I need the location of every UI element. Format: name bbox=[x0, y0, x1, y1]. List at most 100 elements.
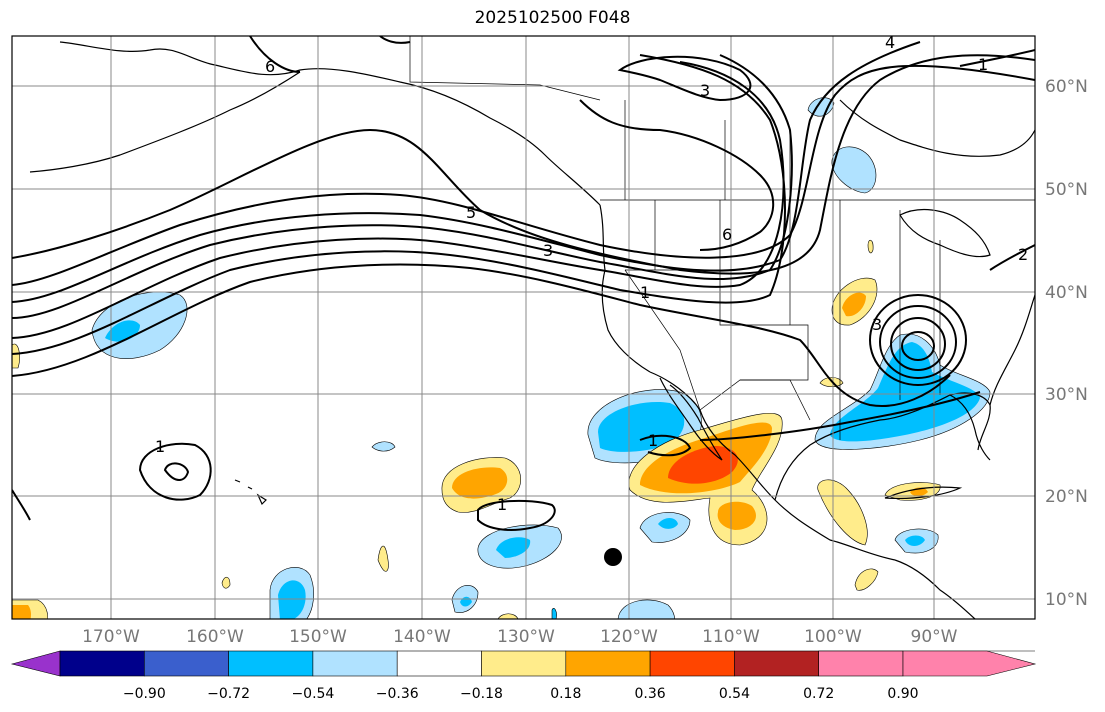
contour-line bbox=[579, 99, 775, 251]
positive-anomaly-mid bbox=[842, 292, 866, 317]
negative-anomaly-core bbox=[905, 535, 925, 546]
positive-anomaly-region bbox=[377, 545, 389, 572]
contour-line bbox=[890, 317, 946, 371]
map-frame bbox=[11, 35, 1036, 620]
longitude-axis: 170°W 160°W 150°W 140°W 130°W 120°W 110°… bbox=[82, 627, 958, 647]
contour-label: 3 bbox=[872, 315, 882, 334]
contour-label: 5 bbox=[466, 203, 476, 222]
canada-north bbox=[839, 99, 1035, 157]
colorbar-tick-label: −0.18 bbox=[460, 686, 503, 702]
colorbar-tick-label: −0.90 bbox=[123, 686, 166, 702]
colorbar-extend-max bbox=[902, 650, 1037, 677]
longitude-label: 160°W bbox=[186, 627, 244, 647]
colorbar-tick-label: 0.18 bbox=[550, 686, 581, 702]
location-marker bbox=[604, 548, 622, 566]
colorbar bbox=[10, 650, 1035, 677]
colorbar-tick-label: −0.36 bbox=[376, 686, 419, 702]
contour-line bbox=[901, 331, 935, 361]
latitude-label: 20°N bbox=[1045, 487, 1088, 507]
negative-anomaly-core bbox=[658, 518, 678, 529]
contour-line bbox=[249, 36, 301, 73]
colorbar-segment bbox=[734, 650, 820, 677]
longitude-label: 90°W bbox=[911, 627, 958, 647]
latitude-label: 60°N bbox=[1045, 77, 1088, 97]
latitude-label: 40°N bbox=[1045, 283, 1088, 303]
contour-label: 3 bbox=[543, 241, 553, 260]
contour-line bbox=[12, 64, 1035, 286]
colorbar-segments-extra bbox=[818, 650, 1037, 677]
contour-lines bbox=[12, 36, 1035, 531]
colorbar-segment bbox=[649, 650, 735, 677]
negative-anomaly-region bbox=[551, 608, 557, 619]
colorbar-segment bbox=[59, 650, 145, 677]
colorbar-tick-label: 0.72 bbox=[803, 686, 834, 702]
contour-label: 1 bbox=[497, 495, 507, 514]
contour-label: 2 bbox=[1018, 245, 1028, 264]
negative-anomaly-core bbox=[496, 537, 531, 558]
alaska-canada-border bbox=[409, 36, 601, 101]
colorbar-tick-label: 0.54 bbox=[719, 686, 750, 702]
hawaii-islands bbox=[234, 479, 267, 506]
negative-anomaly-core bbox=[278, 580, 306, 619]
contour-line bbox=[989, 244, 1035, 271]
colorbar-segment bbox=[818, 650, 904, 677]
contour-line bbox=[869, 294, 967, 386]
colorbar-segment bbox=[396, 650, 482, 677]
colorbar-tick-label: −0.54 bbox=[291, 686, 334, 702]
positive-anomaly-region bbox=[854, 568, 879, 591]
contour-line bbox=[617, 55, 752, 102]
longitude-label: 110°W bbox=[702, 627, 760, 647]
longitude-label: 140°W bbox=[393, 627, 451, 647]
canada-province-border bbox=[624, 100, 791, 200]
contour-label: 6 bbox=[722, 225, 732, 244]
contour-line bbox=[477, 499, 556, 531]
negative-anomaly-core bbox=[598, 401, 685, 452]
positive-anomaly-region bbox=[221, 576, 231, 589]
contour-label: 4 bbox=[885, 33, 895, 52]
contour-label: 1 bbox=[648, 431, 658, 450]
contour-line bbox=[163, 462, 190, 481]
colorbar-extend-min bbox=[10, 650, 61, 677]
map-title: 2025102500 F048 bbox=[474, 8, 631, 28]
contour-label: 1 bbox=[640, 283, 650, 302]
contour-labels: 6 3 4 1 5 3 6 1 1 1 3 1 2 bbox=[155, 33, 1028, 514]
great-lakes bbox=[899, 209, 991, 258]
cuba bbox=[884, 486, 963, 500]
state-border bbox=[839, 200, 941, 440]
colorbar-ticks: −0.90 −0.72 −0.54 −0.36 −0.18 0.18 0.36 … bbox=[123, 686, 919, 702]
contour-line bbox=[138, 442, 212, 501]
bc-coastline bbox=[599, 204, 651, 373]
coastlines bbox=[29, 41, 1035, 619]
latitude-label: 50°N bbox=[1045, 180, 1088, 200]
positive-anomaly-mid bbox=[12, 605, 31, 619]
contour-line bbox=[12, 54, 1035, 275]
negative-anomaly-region bbox=[617, 599, 676, 619]
contour-label: 1 bbox=[155, 437, 165, 456]
mexico-border bbox=[699, 379, 811, 421]
colorbar-segment bbox=[565, 650, 651, 677]
contour-line bbox=[639, 434, 692, 457]
alaska-peninsula bbox=[29, 71, 301, 173]
positive-anomaly-core bbox=[668, 446, 738, 484]
longitude-label: 150°W bbox=[289, 627, 347, 647]
longitude-label: 170°W bbox=[82, 627, 140, 647]
colorbar-segment bbox=[312, 650, 398, 677]
us-west-coast bbox=[649, 371, 896, 561]
political-borders bbox=[409, 36, 1035, 440]
contour-line bbox=[12, 54, 786, 355]
longitude-label: 120°W bbox=[600, 627, 658, 647]
grid-lines bbox=[12, 36, 1035, 619]
contour-line bbox=[379, 36, 411, 44]
positive-anomaly-region bbox=[867, 240, 874, 254]
positive-anomaly-mid bbox=[717, 501, 756, 530]
negative-anomaly-region bbox=[831, 146, 877, 194]
contour-line bbox=[879, 305, 957, 379]
contour-label: 3 bbox=[700, 81, 710, 100]
contour-line bbox=[12, 489, 31, 521]
longitude-label: 130°W bbox=[497, 627, 555, 647]
state-border bbox=[624, 269, 701, 411]
contour-line bbox=[12, 41, 921, 303]
alaska-coastline bbox=[59, 41, 601, 206]
baja-peninsula bbox=[659, 377, 723, 461]
negative-anomaly-core bbox=[830, 342, 980, 442]
